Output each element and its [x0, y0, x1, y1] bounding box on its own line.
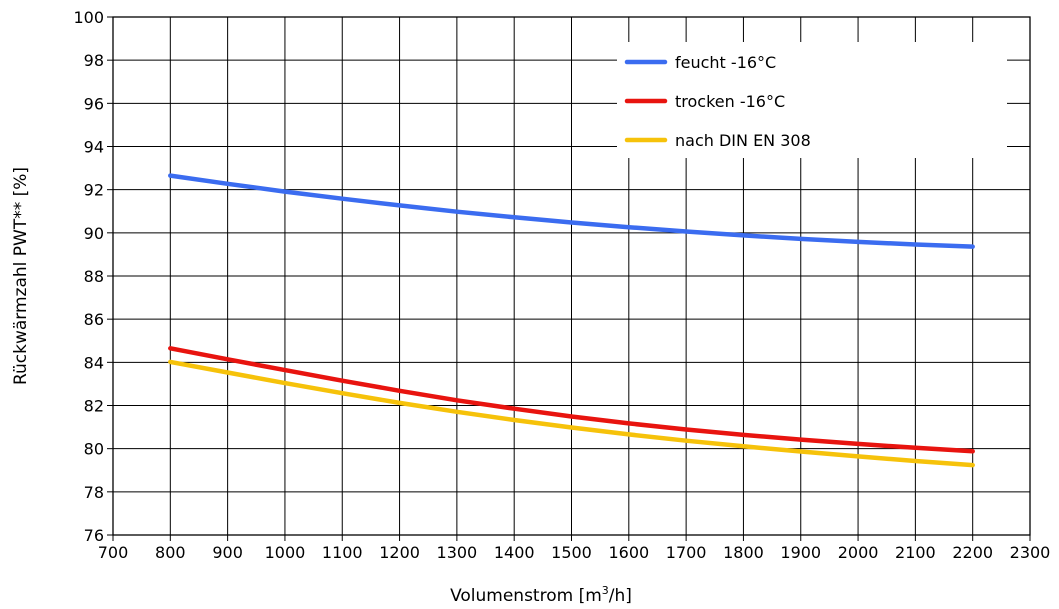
- y-tick-label: 78: [84, 483, 104, 502]
- y-tick-label: 94: [84, 138, 104, 157]
- legend-label-0: feucht -16°C: [675, 53, 776, 72]
- x-tick-label: 1400: [494, 543, 535, 562]
- legend: feucht -16°C trocken -16°C nach DIN EN 308: [617, 42, 1007, 158]
- y-tick-label: 92: [84, 181, 104, 200]
- x-tick-label: 1700: [666, 543, 707, 562]
- y-tick-label: 80: [84, 440, 104, 459]
- legend-background: [617, 42, 1007, 158]
- legend-label-2: nach DIN EN 308: [675, 131, 811, 150]
- y-tick-label: 86: [84, 310, 104, 329]
- x-axis-label: Volumenstrom [m3/h]: [450, 584, 632, 606]
- x-tick-label: 1300: [437, 543, 478, 562]
- legend-label-1: trocken -16°C: [675, 92, 785, 111]
- x-tick-label: 1200: [379, 543, 420, 562]
- x-tick-label: 800: [155, 543, 186, 562]
- y-tick-label: 96: [84, 94, 104, 113]
- x-tick-label: 2000: [838, 543, 879, 562]
- x-tick-label: 2200: [952, 543, 993, 562]
- x-tick-label: 2300: [1010, 543, 1051, 562]
- y-tick-label: 84: [84, 353, 104, 372]
- y-tick-label: 90: [84, 224, 104, 243]
- x-tick-label: 1800: [723, 543, 764, 562]
- y-tick-label: 76: [84, 526, 104, 545]
- x-tick-label: 2100: [895, 543, 936, 562]
- y-tick-label: 100: [73, 8, 104, 27]
- series-line-2: [168, 359, 975, 468]
- y-tick-label: 98: [84, 51, 104, 70]
- x-axis-ticks: 700 800 900 1000 1100 1200 1300 1400 1500 1600 170…: [98, 535, 1051, 562]
- series-line-1: [168, 346, 975, 454]
- x-tick-label: 700: [98, 543, 129, 562]
- series-line-0: [168, 173, 975, 249]
- x-tick-label: 1000: [265, 543, 306, 562]
- y-axis-ticks: 76 78 80 82 84 86 88 90 92 94 96 98 100: [73, 8, 113, 545]
- x-tick-label: 1600: [608, 543, 649, 562]
- y-tick-label: 82: [84, 397, 104, 416]
- x-tick-label: 1500: [551, 543, 592, 562]
- x-tick-label: 1100: [322, 543, 363, 562]
- x-tick-label: 900: [212, 543, 243, 562]
- y-axis-label: Rückwärmzahl PWT** [%]: [11, 167, 31, 385]
- y-tick-label: 88: [84, 267, 104, 286]
- series-lines: [168, 173, 975, 468]
- x-tick-label: 1900: [780, 543, 821, 562]
